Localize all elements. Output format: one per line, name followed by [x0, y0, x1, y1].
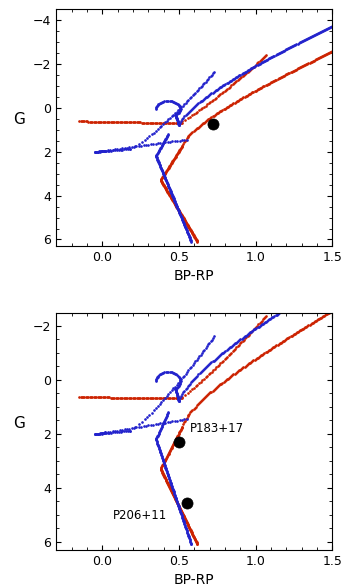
- Y-axis label: G: G: [13, 416, 25, 431]
- Text: P206+11: P206+11: [113, 509, 167, 522]
- X-axis label: BP-RP: BP-RP: [174, 573, 215, 587]
- Text: P183+17: P183+17: [190, 422, 244, 435]
- X-axis label: BP-RP: BP-RP: [174, 269, 215, 283]
- Y-axis label: G: G: [13, 112, 25, 128]
